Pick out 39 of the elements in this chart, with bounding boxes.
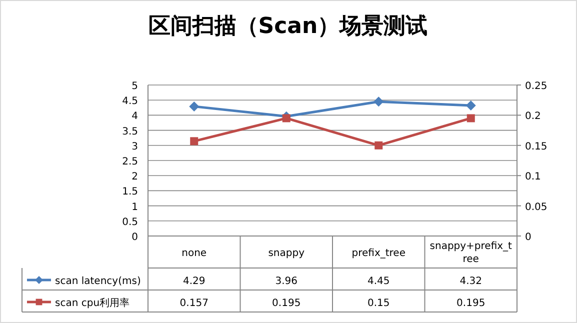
y-tick-label: 4.5 [122, 96, 138, 108]
legend-label: scan latency(ms) [55, 276, 141, 287]
data-label: 0.195 [272, 298, 301, 309]
legend-label: scan cpu利用率 [55, 297, 130, 309]
y-tick-label: 2 [132, 172, 138, 183]
y-tick-label: 1.5 [122, 186, 138, 198]
data-label: 0.157 [180, 298, 208, 309]
y2-tick-label: 0.05 [525, 202, 548, 213]
y-tick-label: 4 [132, 111, 138, 122]
point [282, 114, 290, 122]
point [190, 137, 198, 146]
y-tick-label: 1 [132, 202, 138, 213]
y-tick-label: 3 [132, 141, 138, 152]
y2-tick-label: 0.1 [525, 172, 541, 183]
x-tick-label: prefix_tree [352, 248, 406, 259]
point [466, 114, 475, 122]
data-label: 0.195 [456, 298, 486, 309]
x-tick-label: snappy [268, 248, 305, 259]
data-label: 3.96 [275, 276, 298, 287]
x-tick-label: none [182, 248, 207, 259]
y-tick-label: 0 [132, 232, 138, 243]
data-label: 0.15 [367, 298, 390, 309]
data-label: 4.29 [182, 276, 206, 287]
chart-title: 区间扫描（Scan）场景测试 [148, 14, 428, 39]
y-tick-label: 2.5 [122, 156, 138, 168]
point [374, 141, 383, 150]
point [466, 100, 476, 111]
data-label: 4.32 [460, 276, 482, 287]
y-tick-label: 3.5 [122, 126, 138, 138]
y2-tick-label: 0.2 [525, 111, 541, 122]
point [189, 101, 200, 112]
y-tick-label: 0.5 [122, 216, 138, 228]
y-tick-label: 5 [132, 81, 138, 92]
x-tick-label: snappy+prefix_tree [430, 241, 512, 265]
y2-tick-label: 0 [525, 232, 532, 243]
data-label: 4.45 [367, 276, 390, 287]
y2-tick-label: 0.25 [525, 81, 548, 92]
y2-tick-label: 0.15 [525, 141, 548, 152]
point [374, 96, 384, 107]
